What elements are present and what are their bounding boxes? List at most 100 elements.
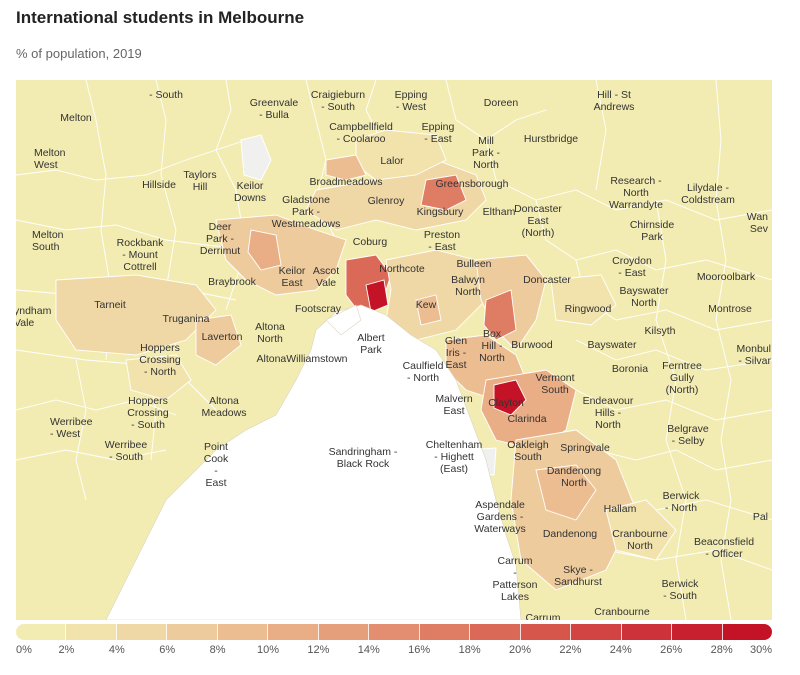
region-label: Hoppers Crossing - North: [139, 342, 181, 378]
region-cbd[interactable]: [365, 279, 389, 313]
region-braybrook[interactable]: [247, 229, 282, 271]
boundary-line: [715, 80, 732, 620]
legend-tick-label: 20%: [508, 644, 532, 656]
region-label: Laverton: [202, 331, 243, 343]
region-label: Burwood: [511, 339, 553, 351]
region-label: Hallam: [604, 503, 637, 515]
region-label: Monbul - Silvar: [737, 343, 772, 367]
legend-tick-label: 28%: [710, 644, 733, 656]
legend-tick-label: 6%: [159, 644, 176, 656]
region-kingsbury[interactable]: [420, 174, 467, 211]
port-inlet: [325, 304, 362, 336]
region-hoppers[interactable]: [125, 354, 192, 401]
region-label: Kilsyth: [645, 325, 676, 337]
region-label: Melton: [60, 112, 92, 124]
legend-tick-label: 12%: [307, 644, 330, 656]
legend-swatch: [116, 624, 168, 640]
legend-tick-label: 18%: [458, 644, 481, 656]
region-label: Melton South: [32, 229, 64, 253]
region-label: Chirnside Park: [630, 219, 675, 243]
region-label: Werribee - West: [50, 416, 93, 440]
region-label: Rockbank - Mount Cottrell: [117, 237, 164, 273]
region-label: Dandenong North: [547, 465, 601, 489]
region-label: Ferntree Gully (North): [662, 360, 702, 396]
region-label: Doreen: [484, 97, 519, 109]
legend-swatch: [722, 624, 772, 640]
region-label: Coburg: [353, 236, 388, 248]
legend-swatch: [66, 624, 117, 640]
legend-tick-label: 8%: [209, 644, 226, 656]
region-label: Endeavour Hills -North: [583, 395, 634, 431]
region-label: Craigieburn - South: [311, 89, 365, 113]
airport-area: [240, 134, 272, 181]
region-label: Epping - West: [395, 89, 428, 113]
region-label: Dandenong: [543, 528, 597, 540]
region-label: Footscray: [295, 303, 342, 315]
region-label: Broadmeadows: [310, 176, 383, 188]
legend-swatch: [16, 624, 67, 640]
region-ringwood[interactable]: [550, 274, 617, 326]
region-label: Cranbourne North: [612, 528, 668, 552]
region-label: Kew: [416, 299, 437, 311]
region-label: Glen Iris -East: [445, 335, 467, 371]
region-label: Hoppers Crossing - South: [127, 395, 169, 431]
region-label: Wan Sev: [747, 211, 769, 235]
region-label: Balwyn North: [451, 274, 485, 298]
region-broadmeadows[interactable]: [325, 154, 367, 181]
legend-tick-label: 22%: [559, 644, 582, 656]
region-label: Doncaster East (North): [514, 203, 562, 239]
region-kew-area[interactable]: [415, 294, 442, 326]
region-label: Keilor Downs: [234, 180, 266, 204]
region-label: Greensborough: [436, 178, 509, 190]
region-label: Belgrave - Selby: [667, 423, 709, 447]
region-laverton[interactable]: [195, 314, 242, 366]
legend-tick-label: 0%: [16, 644, 32, 656]
region-label: Werribee - South: [105, 439, 148, 463]
map-subtitle: % of population, 2019: [16, 46, 142, 61]
boundary-line: [535, 199, 772, 281]
choropleth-map[interactable]: - South Melton Greenvale - Bulla Craigieburn…: [16, 80, 772, 620]
region-label: Croydon - East: [612, 255, 652, 279]
legend-swatch: [369, 624, 420, 640]
region-clayton[interactable]: [493, 379, 527, 416]
region-label: Montrose: [708, 303, 752, 315]
region-label: Hurstbridge: [524, 133, 578, 145]
region-label: Box Hill -North: [479, 328, 505, 364]
region-dandenong-core[interactable]: [535, 464, 597, 521]
region-label: Carrum: [525, 612, 560, 620]
region-label: Ascot Vale: [313, 265, 339, 289]
region-western-inner[interactable]: [215, 214, 347, 296]
region-label: Carrum -Patterson Lakes: [493, 555, 538, 603]
legend-swatch: [672, 624, 723, 640]
region-label: Campbellfield - Coolaroo: [329, 121, 393, 145]
region-tarneit[interactable]: [55, 274, 217, 356]
legend-tick-label: 10%: [256, 644, 280, 656]
region-box-hill[interactable]: [483, 289, 517, 341]
region-label: Greenvale - Bulla: [250, 97, 299, 121]
region-label: Caulfield - North: [403, 360, 444, 384]
legend-tick-label: 30%: [749, 644, 772, 656]
legend-tick-label: 26%: [660, 644, 683, 656]
region-label: Berwick - South: [662, 578, 700, 602]
region-label: Kingsbury: [417, 206, 464, 218]
legend-color-scale: [16, 624, 772, 640]
region-label: Pal: [753, 511, 768, 523]
region-label: - South: [149, 89, 183, 101]
region-label: Aspendale Gardens -Waterways: [474, 499, 526, 535]
color-legend: 0% 2% 4% 6% 8% 10% 12% 14% 16% 18% 20% 22% 24% 26% 28%…: [16, 624, 772, 674]
region-label: Braybrook: [208, 276, 257, 288]
region-label: Epping - East: [422, 121, 455, 145]
legend-swatch: [318, 624, 370, 640]
region-label: Malvern East: [435, 393, 473, 417]
boundary-line: [575, 389, 772, 421]
legend-swatch: [470, 624, 521, 640]
region-label: Tarneit: [94, 299, 126, 311]
region-label: Bayswater North: [619, 285, 669, 309]
boundary-line: [16, 399, 177, 416]
region-label: Lalor: [380, 155, 404, 167]
port-phillip-bay: [105, 304, 522, 620]
boundary-line: [16, 449, 167, 461]
legend-swatch: [571, 624, 622, 640]
region-cranbourne-north[interactable]: [605, 499, 677, 561]
map-svg: - South Melton Greenvale - Bulla Craigieburn…: [16, 80, 772, 620]
